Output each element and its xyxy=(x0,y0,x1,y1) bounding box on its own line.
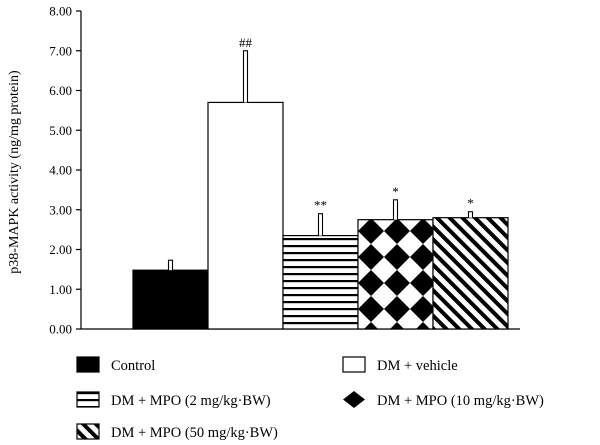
bar xyxy=(357,219,434,330)
error-bar xyxy=(242,50,249,103)
legend-swatch xyxy=(76,423,100,440)
y-tick-label: 3.00 xyxy=(49,202,72,217)
bar xyxy=(207,101,284,330)
legend-item: DM + vehicle xyxy=(342,356,458,374)
legend-label: DM + MPO (10 mg/kg·BW) xyxy=(377,393,544,409)
error-bars xyxy=(167,50,474,271)
y-axis-label: p38-MAPK activity (ng/mg protein) xyxy=(7,70,22,274)
error-bar xyxy=(392,199,399,220)
y-tick-label: 2.00 xyxy=(49,242,72,257)
legend-swatch xyxy=(76,391,100,408)
legend-label: Control xyxy=(111,358,155,374)
legend-swatch xyxy=(76,356,100,373)
legend-label: DM + vehicle xyxy=(377,358,458,374)
significance-label: * xyxy=(392,184,399,199)
error-bar xyxy=(317,213,324,236)
legend-item: DM + MPO (2 mg/kg·BW) xyxy=(76,391,271,409)
y-tick-label: 5.00 xyxy=(49,123,72,138)
bar xyxy=(132,269,209,330)
bar xyxy=(282,234,359,330)
error-bar xyxy=(167,259,174,271)
legend: Control DM + vehicle DM + MPO (2 mg/kg·BW)… xyxy=(76,356,544,441)
error-bar xyxy=(467,211,474,218)
legend-item: DM + MPO (50 mg/kg·BW) xyxy=(76,423,278,441)
significance-label: * xyxy=(467,196,474,211)
legend-label: DM + MPO (2 mg/kg·BW) xyxy=(111,393,271,409)
y-tick-label: 8.00 xyxy=(49,4,72,19)
y-tick-label: 4.00 xyxy=(49,163,72,178)
y-tick-label: 7.00 xyxy=(49,43,72,58)
y-tick-label: 1.00 xyxy=(49,282,72,297)
legend-label: DM + MPO (50 mg/kg·BW) xyxy=(111,425,278,441)
legend-item: Control xyxy=(76,356,155,374)
bars xyxy=(132,101,509,330)
legend-item: DM + MPO (10 mg/kg·BW) xyxy=(343,391,544,409)
y-tick-label: 0.00 xyxy=(49,322,72,337)
legend-swatch xyxy=(342,356,366,373)
significance-labels: ##**** xyxy=(239,35,474,213)
significance-label: ** xyxy=(314,198,327,213)
bar xyxy=(432,217,509,330)
significance-label: ## xyxy=(239,35,253,50)
y-tick-label: 6.00 xyxy=(49,83,72,98)
axes: 0.00 1.00 2.00 3.00 4.00 5.00 6.00 7.00 8.00 p38-… xyxy=(7,4,520,337)
